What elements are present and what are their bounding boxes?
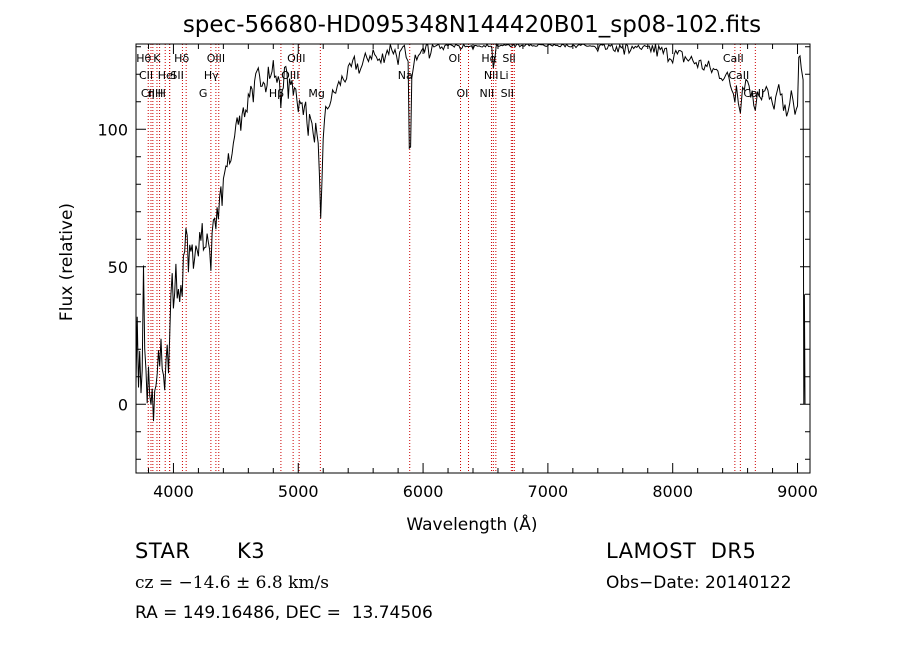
spectral-line-labels: HθCIICIIHηKHHeISIIHδGHγOIIIHβOIIIOIIIMgN…: [136, 52, 764, 100]
marker-label: NII: [484, 69, 499, 82]
marker-label: Li: [499, 69, 508, 82]
x-tick-label: 6000: [403, 482, 444, 501]
marker-label: CaII: [723, 52, 744, 65]
x-tick-label: 8000: [652, 482, 693, 501]
object-type: STAR: [135, 539, 191, 563]
x-tick-label: 5000: [278, 482, 319, 501]
marker-label: CIIH: [141, 87, 163, 100]
marker-label: Hθ: [136, 52, 151, 65]
marker-label: SII: [502, 52, 515, 65]
series-layer: [135, 42, 806, 422]
x-tick-label: 7000: [528, 482, 569, 501]
x-tick-label: 4000: [153, 482, 194, 501]
chart-title: spec-56680-HD095348N144420B01_sp08-102.f…: [183, 12, 761, 38]
marker-label: OIII: [207, 52, 225, 65]
x-axis: 4000 5000 6000 7000 8000 9000: [147, 44, 818, 501]
spectral-subclass: K3: [237, 539, 266, 563]
redshift-velocity: cz = −14.6 ± 6.8 km/s: [135, 573, 329, 593]
plot-frame: [135, 43, 811, 474]
y-tick-label: 50: [108, 258, 128, 277]
marker-label: K: [153, 52, 161, 65]
marker-label: NII: [479, 87, 494, 100]
marker-label: OI: [449, 52, 461, 65]
marker-label: HeI: [158, 69, 176, 82]
marker-label: OIII: [287, 52, 305, 65]
marker-label: Mg: [308, 87, 324, 100]
marker-label: OIII: [281, 69, 299, 82]
marker-label: SII: [501, 87, 514, 100]
observation-date: Obs−Date: 20140122: [606, 573, 792, 593]
marker-label: SII: [170, 69, 183, 82]
y-axis-label: Flux (relative): [57, 203, 77, 321]
marker-label: Hδ: [174, 52, 189, 65]
marker-label: H: [158, 87, 166, 100]
x-axis-label: Wavelength (Å): [406, 513, 537, 535]
y-tick-label: 100: [97, 120, 128, 139]
y-axis: 0 50 100: [97, 46, 810, 460]
spectrum-series: [135, 42, 806, 422]
marker-label: G: [199, 87, 208, 100]
marker-label: η: [148, 87, 155, 100]
marker-label: OI: [457, 87, 469, 100]
marker-label: CaII: [728, 69, 749, 82]
marker-label: Na: [398, 69, 413, 82]
spectral-line-markers: [147, 44, 756, 473]
marker-label: Hγ: [204, 69, 219, 82]
survey-name: LAMOST DR5: [606, 539, 757, 563]
y-tick-label: 0: [118, 395, 128, 414]
coordinates: RA = 149.16486, DEC = 13.74506: [135, 603, 433, 623]
x-tick-label: 9000: [777, 482, 818, 501]
marker-label: CII: [139, 69, 153, 82]
